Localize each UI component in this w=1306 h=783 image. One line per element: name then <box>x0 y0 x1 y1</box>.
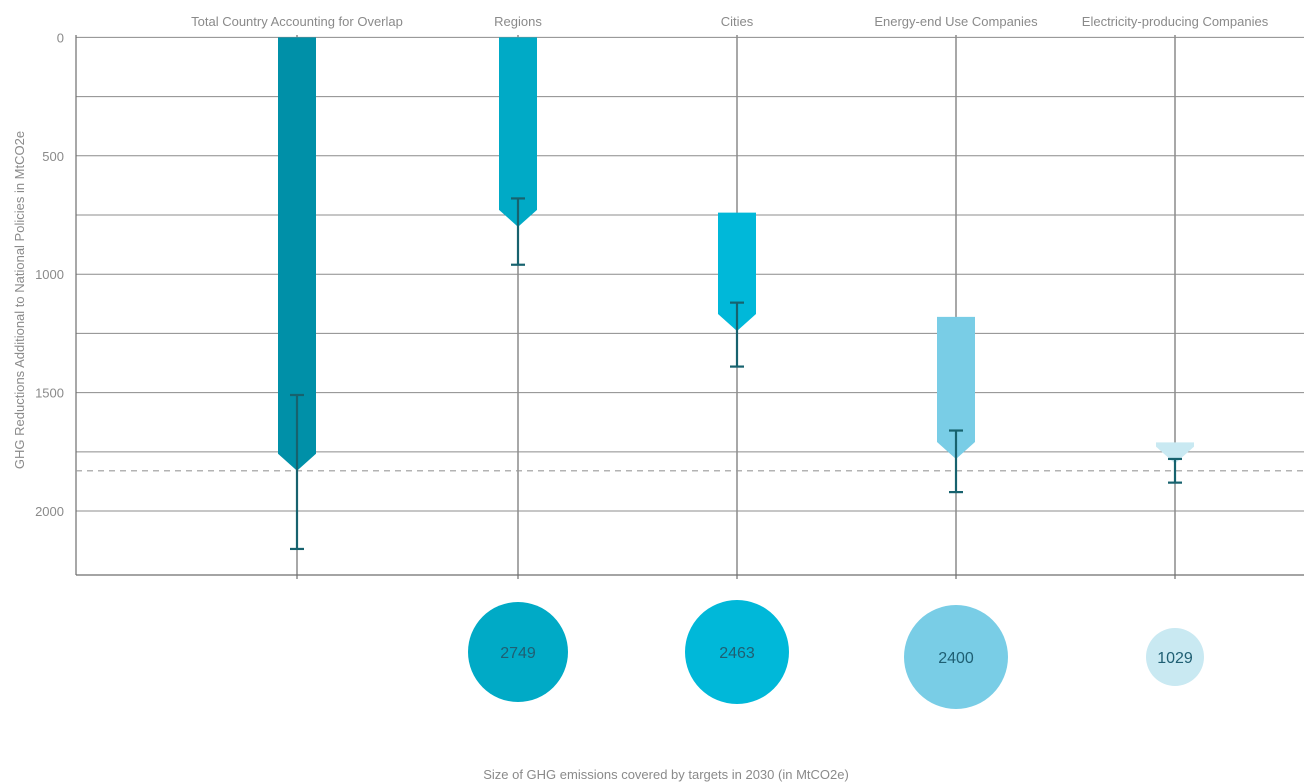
category-labels: Total Country Accounting for Overlap Regi… <box>191 14 1269 29</box>
error-bar <box>1168 457 1182 484</box>
bar <box>937 316 975 459</box>
category-label: Cities <box>721 14 754 29</box>
error-bar <box>511 197 525 266</box>
bars-group <box>278 37 1194 471</box>
bar <box>278 37 316 471</box>
y-tick-label: 1500 <box>35 386 64 401</box>
error-bar <box>730 301 744 368</box>
bubbles-group: 2749 2463 2400 1029 <box>468 600 1204 709</box>
bar <box>718 212 756 332</box>
category-label: Total Country Accounting for Overlap <box>191 14 403 29</box>
bubble <box>468 602 568 702</box>
y-tick-label: 1000 <box>35 267 64 282</box>
bubble-value-label: 2400 <box>938 650 974 667</box>
error-bar <box>290 393 304 551</box>
bubble <box>1146 628 1204 686</box>
error-bar <box>949 429 963 494</box>
y-tick-labels: 0 500 1000 1500 2000 <box>35 30 64 519</box>
y-tick-label: 0 <box>57 30 64 45</box>
error-bars-group <box>290 197 1182 551</box>
category-label: Regions <box>494 14 542 29</box>
category-label: Electricity-producing Companies <box>1082 14 1269 29</box>
bubble-value-label: 1029 <box>1157 650 1193 667</box>
bubble <box>685 600 789 704</box>
y-tick-label: 2000 <box>35 504 64 519</box>
bubble-value-label: 2463 <box>719 645 755 662</box>
y-axis-label: GHG Reductions Additional to National Po… <box>12 131 27 469</box>
bubble-value-label: 2749 <box>500 645 536 662</box>
bubble <box>904 605 1008 709</box>
horizontal-gridlines <box>76 36 1304 512</box>
y-tick-label: 500 <box>42 149 64 164</box>
x-axis-label: Size of GHG emissions covered by targets… <box>483 767 849 782</box>
bar <box>1156 442 1194 464</box>
category-label: Energy-end Use Companies <box>874 14 1038 29</box>
bar <box>499 37 537 227</box>
